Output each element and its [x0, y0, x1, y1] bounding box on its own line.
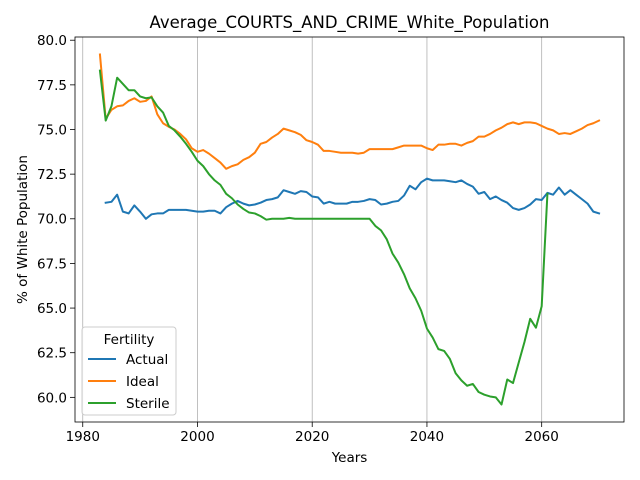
x-tick-label-2040: 2040: [410, 429, 444, 445]
y-tick-label-65-0: 65.0: [37, 301, 67, 317]
series-line-actual: [104, 177, 601, 220]
legend: Fertility Actual Ideal Sterile: [81, 326, 177, 416]
y-tick-label-80-0: 80.0: [37, 33, 67, 49]
legend-label-actual: Actual: [126, 352, 168, 368]
series-lines: [98, 53, 601, 406]
legend-label-sterile: Sterile: [126, 396, 170, 412]
y-tick-label-60-0: 60.0: [37, 390, 67, 406]
y-tick-label-67-5: 67.5: [37, 256, 67, 272]
plot-frame: [74, 36, 625, 423]
legend-label-ideal: Ideal: [126, 374, 159, 390]
y-axis-label: % of White Population: [15, 155, 31, 304]
x-axis: 1980 2000 2020 2040 2060: [66, 422, 559, 445]
legend-entries: Actual Ideal Sterile: [88, 352, 170, 412]
chart-title: Average_COURTS_AND_CRIME_White_Populatio…: [150, 13, 550, 33]
y-tick-label-72-5: 72.5: [37, 167, 67, 183]
x-tick-label-1980: 1980: [66, 429, 100, 445]
y-tick-label-70-0: 70.0: [37, 212, 67, 228]
x-axis-label: Years: [331, 450, 368, 466]
series-line-sterile: [98, 69, 549, 406]
y-tick-label-77-5: 77.5: [37, 78, 67, 94]
legend-box: [81, 326, 177, 416]
series-line-ideal: [98, 53, 601, 170]
y-tick-label-75-0: 75.0: [37, 122, 67, 138]
legend-title: Fertility: [104, 332, 155, 348]
y-tick-label-62-5: 62.5: [37, 346, 67, 362]
x-tick-label-2020: 2020: [295, 429, 329, 445]
x-tick-label-2060: 2060: [524, 429, 558, 445]
y-axis: 60.0 62.5 65.0 67.5 70.0 72.5 75.0 77.5 80.0: [37, 33, 75, 406]
x-tick-label-2000: 2000: [180, 429, 214, 445]
